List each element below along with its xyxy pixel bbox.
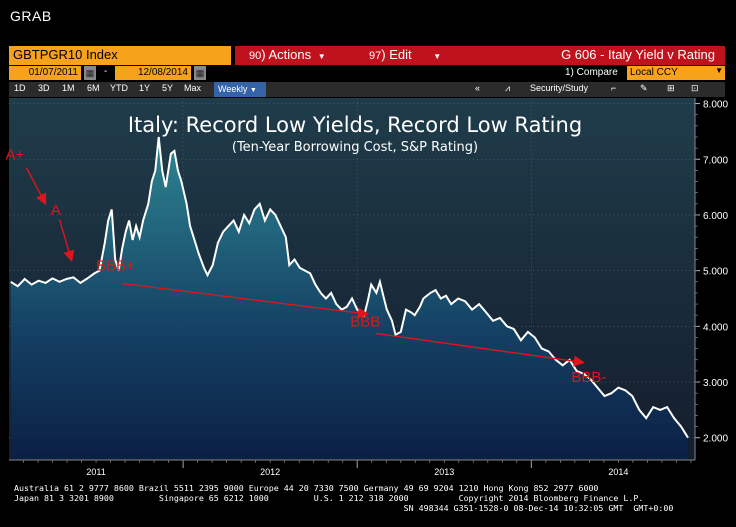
- frequency-select[interactable]: Weekly ▼: [214, 82, 266, 97]
- chart-settings-icon[interactable]: ⊞: [667, 83, 675, 93]
- period-button[interactable]: 3D: [38, 83, 50, 93]
- command-bar: GBTPGR10 Index 90) Actions ▼ 97) Edit ▼ …: [9, 46, 725, 65]
- date-range-row: 01/07/2011 ▦ - 12/08/2014 ▦ 1) Compare L…: [9, 66, 725, 81]
- date-separator: -: [104, 66, 108, 77]
- period-button[interactable]: 1M: [62, 83, 75, 93]
- frequency-value: Weekly: [218, 84, 248, 94]
- window-title: GRAB: [10, 8, 52, 24]
- chevron-down-icon: ▼: [249, 87, 257, 94]
- annotate-icon[interactable]: ⌐: [611, 83, 617, 93]
- y-tick-label: 4.000: [703, 322, 728, 333]
- start-date-field[interactable]: 01/07/2011: [9, 66, 81, 80]
- calendar-icon[interactable]: ▦: [194, 66, 206, 80]
- rating-label: A+: [6, 146, 25, 163]
- y-tick-label: 8.000: [703, 100, 728, 111]
- currency-select[interactable]: Local CCY ▼: [627, 66, 725, 80]
- period-button[interactable]: 6M: [87, 83, 100, 93]
- rating-label: A: [51, 202, 61, 219]
- yield-line: [10, 136, 689, 439]
- footer-copyright-line: Japan 81 3 3201 8900 Singapore 65 6212 1…: [14, 493, 644, 503]
- line-chart-icon[interactable]: ⩘: [505, 83, 511, 93]
- rating-arrow: [122, 282, 370, 319]
- period-button[interactable]: 1D: [14, 83, 26, 93]
- edit-label: Edit: [389, 47, 412, 62]
- currency-value: Local CCY: [630, 67, 678, 78]
- menu-bar: 90) Actions ▼ 97) Edit ▼ G 606 - Italy Y…: [235, 46, 725, 65]
- period-button[interactable]: YTD: [110, 83, 128, 93]
- actions-menu-button[interactable]: 90) Actions ▼: [249, 47, 326, 62]
- x-tick-label: 2013: [434, 467, 454, 477]
- period-button[interactable]: 1Y: [139, 83, 151, 93]
- actions-number: 90: [249, 50, 262, 62]
- footer-contacts-line: Australia 61 2 9777 8600 Brazil 5511 239…: [14, 483, 599, 493]
- chart-title: Italy: Record Low Yields, Record Low Rat…: [128, 113, 582, 137]
- rating-label: BBB-: [571, 369, 606, 386]
- period-button[interactable]: 5Y: [162, 83, 174, 93]
- end-date-field[interactable]: 12/08/2014: [115, 66, 191, 80]
- rating-labels: A+ A BBB+ BBB BBB-: [6, 146, 607, 386]
- chevron-down-icon: ▼: [317, 52, 326, 61]
- ticker-field[interactable]: GBTPGR10 Index: [9, 46, 231, 65]
- edit-menu-button[interactable]: 97) Edit ▼: [369, 47, 442, 62]
- rating-label: BBB+: [96, 258, 135, 275]
- rating-label: BBB: [350, 313, 380, 330]
- y-tick-label: 6.000: [703, 211, 728, 222]
- more-options-icon[interactable]: ⊡: [691, 83, 699, 93]
- chevron-down-icon: ▼: [715, 66, 723, 75]
- y-tick-label: 2.000: [703, 434, 728, 445]
- y-axis: 2.000 3.000 4.000 5.000 6.000 7.000 8.000: [694, 98, 728, 460]
- rating-arrow: [58, 219, 75, 262]
- calendar-icon[interactable]: ▦: [84, 66, 96, 80]
- edit-pencil-icon[interactable]: ✎: [640, 83, 648, 93]
- collapse-icon[interactable]: «: [475, 83, 481, 93]
- y-tick-label: 5.000: [703, 267, 728, 278]
- x-tick-label: 2011: [86, 467, 105, 477]
- x-axis: 2011 2012 2013 2014: [9, 459, 695, 477]
- period-button[interactable]: Max: [184, 83, 202, 93]
- rating-arrow: [376, 332, 585, 367]
- x-tick-label: 2014: [608, 467, 628, 477]
- yield-area-fill: [10, 137, 688, 460]
- compare-button[interactable]: 1) Compare: [565, 67, 618, 78]
- period-toolbar: 1D 3D 1M 6M YTD 1Y 5Y Max Weekly ▼ « ⩘ S…: [9, 82, 725, 97]
- rating-arrow: [25, 167, 47, 206]
- chart-area: A+ A BBB+ BBB BBB- Italy: Record Low Yields,…: [0, 98, 736, 478]
- chart-subtitle: (Ten-Year Borrowing Cost, S&P Rating): [232, 140, 478, 155]
- security-study-button[interactable]: Security/Study: [530, 83, 589, 93]
- footer-session-line: SN 498344 G351-1528-0 08-Dec-14 10:32:05…: [14, 503, 674, 513]
- y-tick-label: 7.000: [703, 155, 728, 166]
- rating-arrows: [25, 167, 585, 367]
- footer: Australia 61 2 9777 8600 Brazil 5511 239…: [14, 483, 724, 513]
- y-tick-label: 3.000: [703, 378, 728, 389]
- chart-function-title: G 606 - Italy Yield v Rating: [561, 47, 715, 62]
- actions-label: Actions: [268, 47, 312, 62]
- chevron-down-icon: ▼: [433, 52, 442, 61]
- x-tick-label: 2012: [260, 467, 280, 477]
- edit-number: 97: [369, 50, 382, 62]
- yield-chart[interactable]: A+ A BBB+ BBB BBB- Italy: Record Low Yields,…: [0, 98, 736, 478]
